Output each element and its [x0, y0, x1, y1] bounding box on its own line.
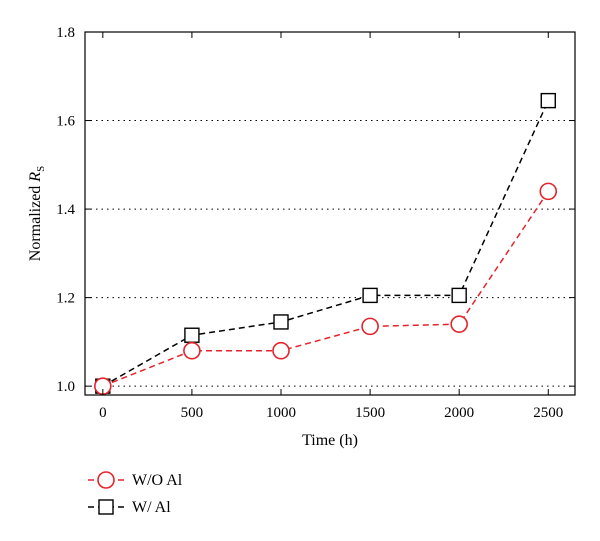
square-marker	[273, 314, 289, 330]
y-axis-title-prefix: Normalized	[27, 182, 44, 262]
grid-lines	[85, 120, 575, 387]
y-tick-label: 1.2	[56, 291, 75, 307]
series-line	[102, 100, 549, 387]
x-tick-label: 1000	[266, 405, 296, 421]
series-lines	[102, 100, 549, 387]
y-tick-label: 1.0	[56, 379, 75, 395]
circle-marker	[361, 317, 379, 336]
x-tick-label: 2000	[444, 405, 474, 421]
y-axis-title: Normalized RS	[27, 166, 47, 261]
plot-frame	[84, 31, 576, 396]
square-marker	[451, 287, 467, 304]
x-tick-label: 0	[99, 405, 107, 421]
legend-label: W/O Al	[132, 472, 183, 489]
y-axis: 1.0 1.2 1.4 1.6 1.8	[56, 25, 575, 395]
circle-marker	[450, 315, 468, 333]
square-marker	[184, 327, 200, 343]
y-tick-label: 1.4	[56, 202, 75, 218]
legend-label: W/ Al	[132, 499, 171, 516]
x-tick-label: 2500	[533, 405, 563, 421]
data-markers	[94, 92, 558, 395]
y-tick-label: 1.6	[56, 114, 75, 130]
legend-circle-marker	[97, 471, 115, 489]
x-axis-title: Time (h)	[302, 432, 358, 449]
circle-marker	[539, 182, 558, 201]
circle-marker	[183, 341, 201, 360]
circle-marker	[272, 341, 290, 360]
series-line	[102, 190, 549, 387]
square-marker	[540, 92, 556, 109]
square-marker	[362, 287, 378, 304]
x-axis: 0 500 1000 1500 2000 2500	[99, 32, 563, 421]
legend: W/O Al W/ Al	[88, 471, 183, 516]
legend-square-marker	[98, 499, 114, 515]
x-tick-label: 500	[181, 405, 204, 421]
x-tick-label: 1500	[355, 405, 385, 421]
y-tick-label: 1.8	[56, 25, 75, 41]
y-axis-title-subscript: S	[35, 166, 47, 172]
y-axis-title-symbol: R	[27, 172, 44, 183]
